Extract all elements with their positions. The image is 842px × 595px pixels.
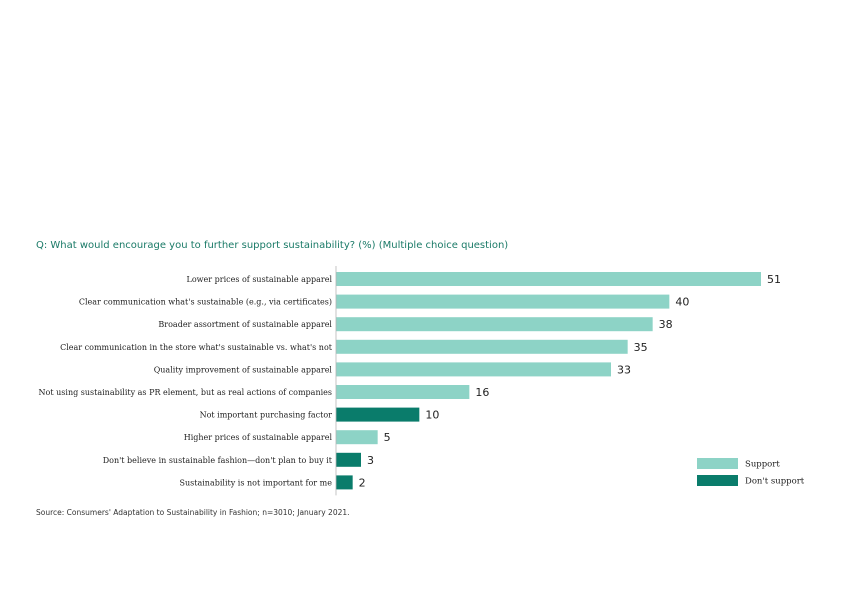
- data-label: 5: [384, 431, 391, 444]
- legend-label: Support: [745, 460, 780, 470]
- data-label: 51: [767, 273, 781, 286]
- bar: [336, 430, 378, 445]
- category-label: Not important purchasing factor: [200, 411, 333, 420]
- category-label: Clear communication what's sustainable (…: [79, 298, 332, 307]
- legend-label: Don't support: [745, 477, 805, 487]
- data-label: 40: [675, 296, 689, 309]
- bar: [336, 452, 361, 467]
- category-label: Lower prices of sustainable apparel: [187, 275, 333, 284]
- legend-swatch: [697, 458, 738, 469]
- bar: [336, 362, 611, 377]
- source-note: Source: Consumers' Adaptation to Sustain…: [36, 508, 350, 517]
- category-label: Not using sustainability as PR element, …: [39, 388, 332, 397]
- category-label: Quality improvement of sustainable appar…: [154, 365, 333, 374]
- category-label: Broader assortment of sustainable appare…: [158, 320, 332, 329]
- data-label: 10: [425, 409, 439, 422]
- bar: [336, 407, 420, 422]
- legend-swatch: [697, 475, 738, 486]
- bar: [336, 385, 470, 399]
- data-label: 2: [359, 476, 366, 489]
- bar: [336, 317, 653, 332]
- bar: [336, 475, 353, 490]
- bar: [336, 272, 761, 286]
- bar: [336, 339, 628, 354]
- category-label: Sustainability is not important for me: [180, 478, 333, 487]
- bar: [336, 294, 670, 309]
- category-label: Clear communication in the store what's …: [60, 343, 333, 352]
- data-label: 16: [475, 386, 489, 399]
- chart-title: Q: What would encourage you to further s…: [36, 240, 509, 251]
- data-label: 3: [367, 454, 374, 467]
- data-label: 35: [634, 341, 648, 354]
- data-label: 38: [659, 318, 673, 331]
- category-label: Higher prices of sustainable apparel: [184, 433, 333, 442]
- category-label: Don't believe in sustainable fashion—don…: [103, 456, 333, 465]
- data-label: 33: [617, 363, 631, 376]
